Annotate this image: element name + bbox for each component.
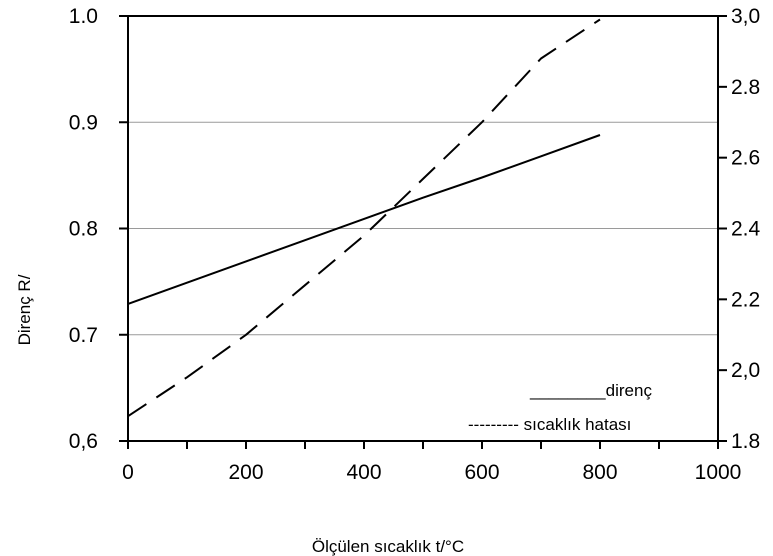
y2-tick-label: 1.8	[731, 430, 760, 453]
y-axis-title: Direnç R/	[15, 274, 34, 345]
y2-tick-label: 2.2	[731, 288, 760, 311]
y-tick-label: 0.8	[69, 218, 98, 241]
y-tick-label: 0.7	[69, 324, 98, 347]
x-tick-label: 400	[346, 461, 381, 484]
series-lines	[127, 18, 601, 418]
y2-tick-label: 2.8	[731, 76, 760, 99]
x-axis-title: Ölçülen sıcaklık t/°C	[312, 537, 464, 556]
y2-tick-label: 2.4	[731, 218, 761, 241]
grid-lines	[128, 121, 718, 336]
legend-entry-direnc: ________direnç	[529, 381, 652, 400]
x-tick-label: 1000	[695, 461, 742, 484]
legend-entry-sicaklik-hatasi: --------- sıcaklık hatası	[468, 415, 631, 434]
y2-tick-label: 3,0	[731, 5, 760, 28]
axis-ticks	[119, 15, 727, 449]
tick-labels: 0,6 0.7 0.8 0.9 1.0 1.8 2,0 2.2 2.4 2.6 2.8 3,0 0 200…	[69, 5, 761, 484]
series-line-direnc	[127, 134, 601, 305]
x-tick-label: 200	[228, 461, 263, 484]
y2-tick-label: 2.6	[731, 147, 760, 170]
x-tick-label: 0	[122, 461, 134, 484]
y-tick-label: 0,6	[69, 430, 98, 453]
x-tick-label: 600	[464, 461, 499, 484]
series-line-sicaklik-hatasi	[127, 18, 601, 418]
y-tick-label: 1.0	[69, 5, 98, 28]
x-tick-label: 800	[582, 461, 617, 484]
y2-tick-label: 2,0	[731, 359, 760, 382]
y-tick-label: 0.9	[69, 111, 98, 134]
